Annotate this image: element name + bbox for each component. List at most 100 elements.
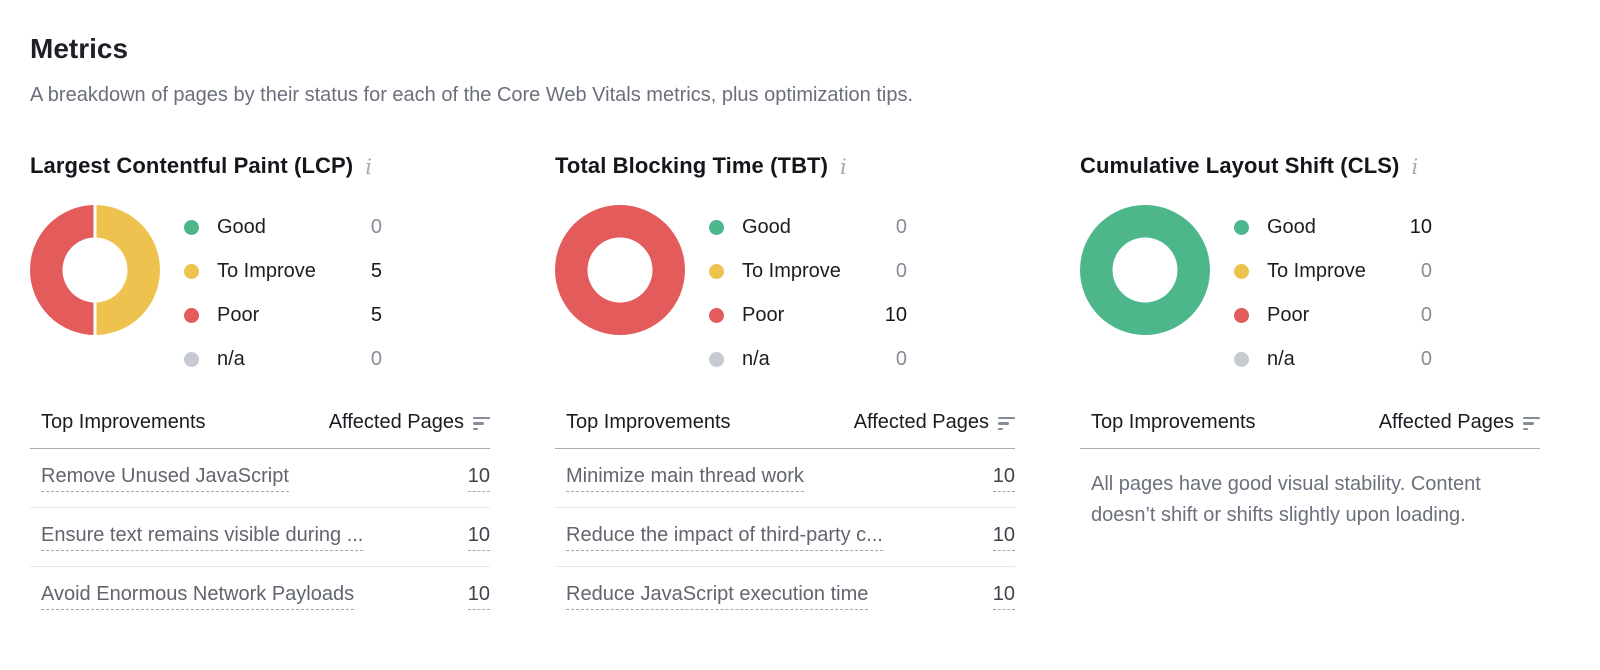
column-header-affected-pages[interactable]: Affected Pages bbox=[1379, 411, 1540, 434]
metric-title-tbt: Total Blocking Time (TBT) bbox=[555, 153, 829, 178]
affected-pages-link[interactable]: 10 bbox=[992, 465, 1015, 492]
table-row: Avoid Enormous Network Payloads 10 bbox=[30, 567, 490, 626]
table-header: Top Improvements Affected Pages bbox=[30, 411, 490, 449]
affected-pages-link[interactable]: 10 bbox=[992, 583, 1015, 610]
metric-title-lcp: Largest Contentful Paint (LCP) bbox=[30, 153, 354, 178]
page-subtitle: A breakdown of pages by their status for… bbox=[30, 84, 914, 106]
sort-descending-icon[interactable] bbox=[1523, 415, 1540, 431]
tbt-donut-chart[interactable] bbox=[555, 205, 685, 335]
legend-label: To Improve bbox=[742, 260, 841, 282]
legend-label: Good bbox=[1267, 216, 1316, 238]
info-icon[interactable]: i bbox=[840, 155, 847, 179]
column-header-top-improvements: Top Improvements bbox=[41, 411, 206, 433]
donut-hole bbox=[1112, 237, 1178, 303]
chart-row: Good 10 To Improve 0 Poor 0 bbox=[1080, 205, 1540, 373]
legend-row-good: Good 0 bbox=[184, 214, 382, 241]
info-icon[interactable]: i bbox=[365, 155, 372, 179]
table-row: Remove Unused JavaScript 10 bbox=[30, 449, 490, 508]
legend-label: Poor bbox=[742, 304, 785, 326]
legend-row-good: Good 10 bbox=[1234, 214, 1432, 241]
affected-pages-link[interactable]: 10 bbox=[467, 465, 490, 492]
na-dot-icon bbox=[709, 352, 724, 367]
legend-row-to-improve: To Improve 5 bbox=[184, 258, 382, 285]
poor-dot-icon bbox=[709, 308, 724, 323]
metric-header: Total Blocking Time (TBT) i bbox=[555, 153, 1015, 179]
metric-header: Largest Contentful Paint (LCP) i bbox=[30, 153, 490, 179]
legend-value: 0 bbox=[370, 216, 382, 238]
table-row: Minimize main thread work 10 bbox=[555, 449, 1015, 508]
cls-legend: Good 10 To Improve 0 Poor 0 bbox=[1234, 214, 1432, 373]
donut-hole bbox=[587, 237, 653, 303]
legend-label: Good bbox=[742, 216, 791, 238]
legend-label: To Improve bbox=[217, 260, 316, 282]
lcp-improvements-table: Top Improvements Affected Pages Remove U… bbox=[30, 411, 490, 626]
metric-header: Cumulative Layout Shift (CLS) i bbox=[1080, 153, 1540, 179]
metrics-grid: Largest Contentful Paint (LCP) i Good 0 bbox=[30, 153, 1570, 626]
sort-descending-icon[interactable] bbox=[473, 415, 490, 431]
legend-label: Poor bbox=[1267, 304, 1310, 326]
legend-value: 0 bbox=[895, 348, 907, 370]
affected-pages-label: Affected Pages bbox=[853, 411, 989, 433]
legend-row-to-improve: To Improve 0 bbox=[709, 258, 907, 285]
affected-pages-link[interactable]: 10 bbox=[467, 583, 490, 610]
cls-empty-message: All pages have good visual stability. Co… bbox=[1091, 473, 1481, 526]
cls-donut-chart[interactable] bbox=[1080, 205, 1210, 335]
legend-label: To Improve bbox=[1267, 260, 1366, 282]
affected-pages-label: Affected Pages bbox=[328, 411, 464, 433]
column-header-top-improvements: Top Improvements bbox=[1091, 411, 1256, 433]
legend-value: 10 bbox=[884, 304, 907, 326]
legend-row-to-improve: To Improve 0 bbox=[1234, 258, 1432, 285]
legend-label: n/a bbox=[217, 348, 245, 370]
chart-row: Good 0 To Improve 0 Poor 10 bbox=[555, 205, 1015, 373]
table-row: Ensure text remains visible during ... 1… bbox=[30, 508, 490, 567]
legend-value: 0 bbox=[1420, 260, 1432, 282]
to-improve-dot-icon bbox=[184, 264, 199, 279]
legend-label: n/a bbox=[742, 348, 770, 370]
improvement-link[interactable]: Reduce JavaScript execution time bbox=[566, 583, 869, 610]
legend-value: 5 bbox=[370, 260, 382, 282]
tbt-legend: Good 0 To Improve 0 Poor 10 bbox=[709, 214, 907, 373]
info-icon[interactable]: i bbox=[1411, 155, 1419, 179]
table-row: Reduce the impact of third-party c... 10 bbox=[555, 508, 1015, 567]
table-header: Top Improvements Affected Pages bbox=[1080, 411, 1540, 449]
improvement-link[interactable]: Minimize main thread work bbox=[566, 465, 804, 492]
to-improve-dot-icon bbox=[1234, 264, 1249, 279]
legend-label: Good bbox=[217, 216, 266, 238]
legend-value: 0 bbox=[895, 216, 907, 238]
legend-row-poor: Poor 5 bbox=[184, 302, 382, 329]
column-header-top-improvements: Top Improvements bbox=[566, 411, 731, 433]
metric-card-lcp: Largest Contentful Paint (LCP) i Good 0 bbox=[30, 153, 490, 626]
legend-row-na: n/a 0 bbox=[184, 346, 382, 373]
metric-card-cls: Cumulative Layout Shift (CLS) i Good 10 bbox=[1080, 153, 1540, 626]
column-header-affected-pages[interactable]: Affected Pages bbox=[854, 411, 1015, 434]
affected-pages-label: Affected Pages bbox=[1378, 411, 1514, 433]
good-dot-icon bbox=[709, 220, 724, 235]
na-dot-icon bbox=[184, 352, 199, 367]
legend-label: Poor bbox=[217, 304, 260, 326]
legend-value: 0 bbox=[895, 260, 907, 282]
metrics-section: Metrics A breakdown of pages by their st… bbox=[30, 33, 1570, 626]
legend-value: 5 bbox=[370, 304, 382, 326]
good-dot-icon bbox=[184, 220, 199, 235]
metric-card-tbt: Total Blocking Time (TBT) i Good 0 bbox=[555, 153, 1015, 626]
legend-value: 0 bbox=[1420, 348, 1432, 370]
table-header: Top Improvements Affected Pages bbox=[555, 411, 1015, 449]
donut-hole bbox=[62, 237, 128, 303]
improvement-link[interactable]: Avoid Enormous Network Payloads bbox=[41, 583, 355, 610]
poor-dot-icon bbox=[1234, 308, 1249, 323]
affected-pages-link[interactable]: 10 bbox=[467, 524, 490, 551]
affected-pages-link[interactable]: 10 bbox=[992, 524, 1015, 551]
improvement-link[interactable]: Ensure text remains visible during ... bbox=[41, 524, 364, 551]
legend-value: 0 bbox=[1420, 304, 1432, 326]
improvement-link[interactable]: Reduce the impact of third-party c... bbox=[566, 524, 883, 551]
sort-descending-icon[interactable] bbox=[998, 415, 1015, 431]
page-title: Metrics bbox=[30, 33, 129, 64]
improvement-link[interactable]: Remove Unused JavaScript bbox=[41, 465, 289, 492]
legend-row-poor: Poor 0 bbox=[1234, 302, 1432, 329]
column-header-affected-pages[interactable]: Affected Pages bbox=[329, 411, 490, 434]
lcp-donut-chart[interactable] bbox=[30, 204, 160, 336]
legend-row-poor: Poor 10 bbox=[709, 302, 907, 329]
good-dot-icon bbox=[1234, 220, 1249, 235]
table-row: Reduce JavaScript execution time 10 bbox=[555, 567, 1015, 626]
metric-title-cls: Cumulative Layout Shift (CLS) bbox=[1080, 153, 1400, 178]
